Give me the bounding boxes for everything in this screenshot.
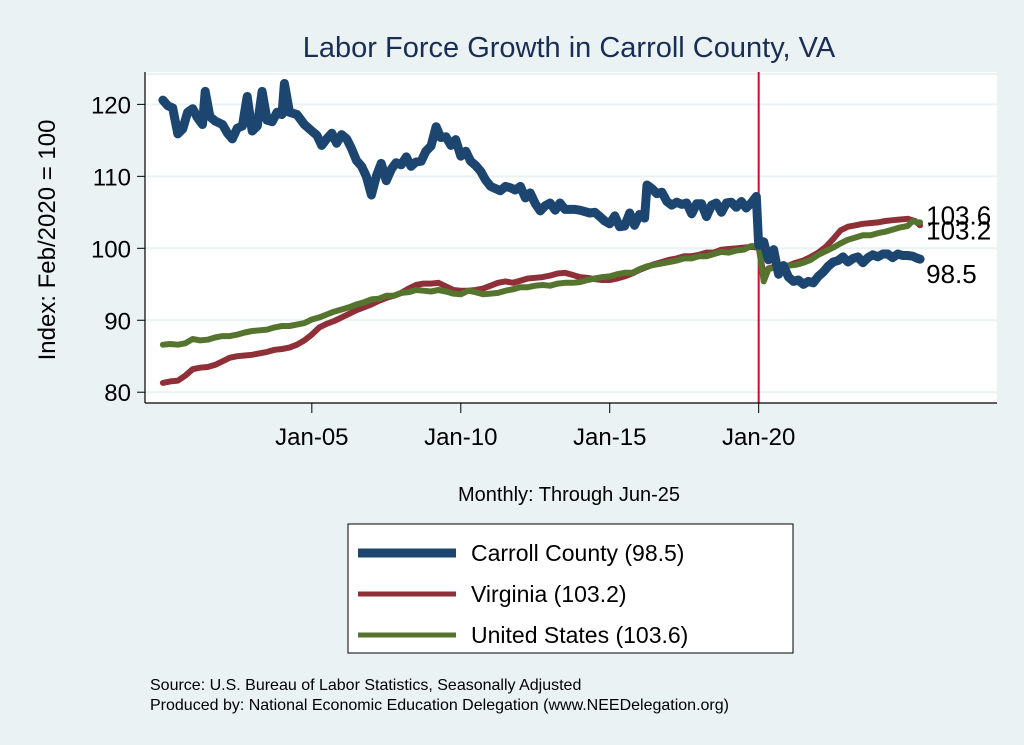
x-axis-ticks: Jan-05 Jan-10 Jan-15 Jan-20 bbox=[275, 403, 795, 451]
axes bbox=[144, 72, 997, 404]
y-tick-label: 120 bbox=[91, 92, 131, 119]
x-tick-label: Jan-15 bbox=[573, 424, 646, 451]
gridlines bbox=[145, 73, 997, 394]
x-tick-label: Jan-10 bbox=[424, 424, 497, 451]
y-axis-ticks: 80 90 100 110 120 bbox=[91, 92, 145, 407]
y-tick-label: 90 bbox=[104, 308, 131, 335]
legend: Carroll County (98.5) Virginia (103.2) Uni… bbox=[347, 523, 794, 654]
series-line-united-states bbox=[159, 218, 924, 348]
legend-label-carroll-county: Carroll County (98.5) bbox=[471, 540, 684, 566]
end-label-united-states: 103.6 bbox=[926, 200, 991, 230]
legend-label-united-states: United States (103.6) bbox=[471, 622, 688, 648]
producer-note: Produced by: National Economic Education… bbox=[150, 697, 729, 714]
legend-box bbox=[347, 523, 794, 654]
source-note: Source: U.S. Bureau of Labor Statistics,… bbox=[150, 677, 581, 694]
series-layer bbox=[158, 79, 925, 386]
chart-title: Labor Force Growth in Carroll County, VA bbox=[303, 32, 836, 64]
y-tick-label: 100 bbox=[91, 236, 131, 263]
end-label-virginia: 103.2 bbox=[926, 215, 991, 245]
y-tick-label: 110 bbox=[93, 164, 131, 191]
y-axis-title: Index: Feb/2020 = 100 bbox=[34, 120, 61, 361]
x-tick-label: Jan-20 bbox=[722, 424, 795, 451]
y-tick-label: 80 bbox=[104, 380, 131, 407]
legend-label-virginia: Virginia (103.2) bbox=[471, 581, 627, 607]
series-line-carroll-county bbox=[158, 79, 925, 289]
end-label-carroll-county: 98.5 bbox=[926, 259, 977, 289]
x-axis-title: Monthly: Through Jun-25 bbox=[458, 484, 680, 506]
x-tick-label: Jan-05 bbox=[275, 424, 348, 451]
